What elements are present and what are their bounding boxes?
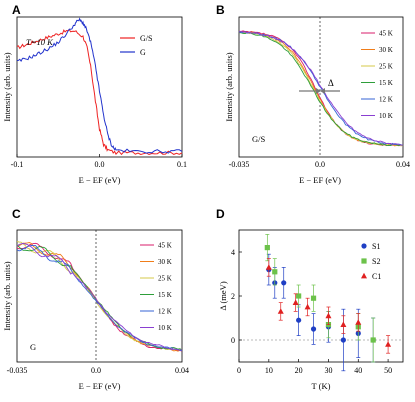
panel-a-xlabel: E − EF (eV) — [79, 175, 121, 185]
panel-c-ylabel: Intensity (arb. units) — [2, 261, 12, 330]
panel-d-c1-point — [325, 312, 332, 319]
panel-d-c1-point — [265, 264, 272, 270]
panel-d-ylabel: Δ (meV) — [218, 281, 228, 310]
panel-d-s2-point — [310, 295, 317, 301]
panel-a-legend-label-g: G — [140, 48, 146, 57]
panel-d-legend-label: C1 — [372, 272, 381, 281]
panel-c-series-line — [16, 242, 183, 351]
panel-d-c1-point — [277, 308, 284, 314]
panel-c-annotation: G — [30, 342, 36, 352]
panel-b-legend-label: 25 K — [379, 63, 393, 71]
panel-d-c1-point — [292, 299, 299, 305]
panel-label-d: D — [216, 207, 225, 221]
panel-d-xtick-label: 50 — [384, 366, 392, 375]
panel-c-xtick-3: 0.04 — [175, 366, 189, 375]
panel-a-ticks — [16, 154, 183, 157]
panel-c: 45 K 30 K 25 K 15 K 12 K 10 K G -0.035 0.0 0.… — [2, 229, 189, 391]
panel-c-lines — [16, 241, 183, 352]
panel-d-c1-point — [304, 303, 311, 310]
panel-d-legend: S1 S2 C1 — [361, 242, 381, 281]
panel-c-legend-label: 12 K — [158, 308, 172, 316]
panel-b-xtick-1: -0.035 — [229, 160, 250, 169]
panel-d-axes: 0 10 20 30 40 50 0 2 4 — [231, 248, 403, 375]
panel-d-xtick-label: 30 — [324, 366, 332, 375]
panel-c-frame — [16, 229, 183, 363]
panel-d-s2-point — [272, 269, 278, 275]
panel-b: 45 K 30 K 25 K 15 K 12 K 10 K Δ G/S -0.035 0.… — [224, 16, 410, 185]
panel-b-lines — [238, 30, 404, 147]
panel-b-legend-label: 12 K — [379, 96, 393, 104]
panel-d-xtick-label: 40 — [354, 366, 362, 375]
panel-b-legend-label: 10 K — [379, 112, 393, 120]
panel-c-legend-label: 30 K — [158, 258, 172, 266]
panel-c-legend-label: 10 K — [158, 324, 172, 332]
panel-d-s2-point — [296, 293, 302, 299]
panel-d-ytick-label: 0 — [231, 336, 235, 345]
panel-d-s2-point — [370, 337, 376, 343]
panel-d-c1-point — [385, 341, 392, 347]
panel-d-s1-point — [296, 317, 302, 323]
panel-d-xtick-label: 10 — [265, 366, 273, 375]
panel-c-xtick-1: -0.035 — [7, 366, 28, 375]
panel-d-legend-marker — [361, 243, 367, 249]
panel-d-s1-point — [281, 280, 287, 286]
panel-d-s1-point — [310, 326, 317, 332]
panel-d-c1-point — [340, 321, 347, 327]
panel-a: T=10 K G/S G -0.1 0.0 0.1 E − EF (eV) In… — [2, 16, 187, 185]
panel-d-xtick-label: 0 — [237, 366, 241, 375]
panel-b-annotation: G/S — [252, 134, 266, 144]
panel-label-a: A — [12, 3, 21, 17]
panel-d-c1-point — [355, 319, 362, 325]
panel-c-legend-label: 25 K — [158, 275, 172, 283]
panel-a-xtick-1: -0.1 — [11, 160, 24, 169]
panel-b-series-line — [238, 30, 404, 146]
panel-b-legend-label: 15 K — [379, 79, 393, 87]
panel-d-xtick-label: 20 — [295, 366, 303, 375]
panel-b-xlabel: E − EF (eV) — [299, 175, 341, 185]
panel-b-ylabel: Intensity (arb. units) — [224, 52, 234, 121]
panel-b-legend: 45 K 30 K 25 K 15 K 12 K 10 K — [361, 30, 393, 120]
panel-b-xtick-3: 0.04 — [396, 160, 410, 169]
panel-b-series-line — [238, 32, 404, 147]
panel-d-points — [264, 234, 392, 372]
panel-a-lines — [16, 17, 183, 156]
panel-d-legend-label: S2 — [372, 257, 380, 266]
panel-c-legend-label: 45 K — [158, 242, 172, 250]
panel-a-annotation: T=10 K — [26, 37, 54, 47]
panel-b-legend-label: 30 K — [379, 46, 393, 54]
panel-a-ylabel: Intensity (arb. units) — [2, 52, 12, 121]
panel-label-b: B — [216, 3, 225, 17]
panel-c-xlabel: E − EF (eV) — [79, 381, 121, 391]
panel-d-legend-marker — [361, 258, 367, 264]
panel-c-legend: 45 K 30 K 25 K 15 K 12 K 10 K — [140, 242, 172, 332]
panel-c-legend-label: 15 K — [158, 291, 172, 299]
panel-b-gap-arrows — [299, 88, 340, 94]
panel-d-s1-point — [340, 337, 346, 343]
panel-b-gap-label: Δ — [328, 78, 334, 88]
panel-a-series-g — [16, 17, 183, 154]
panel-d: 0 10 20 30 40 50 0 2 4 S1 S2 C1 T (K) Δ (meV) — [218, 229, 404, 391]
panel-d-s2-point — [264, 245, 270, 251]
panel-b-frame — [238, 16, 404, 158]
panel-d-ytick-label: 4 — [231, 248, 235, 257]
panel-d-legend-marker — [361, 272, 367, 279]
panel-a-legend-label-gs: G/S — [140, 34, 152, 43]
panel-b-xtick-2: 0.0 — [315, 160, 325, 169]
panel-a-xtick-2: 0.0 — [95, 160, 105, 169]
panel-label-c: C — [12, 207, 21, 221]
panel-d-ytick-label: 2 — [231, 292, 235, 301]
panel-b-legend-label: 45 K — [379, 30, 393, 38]
panel-c-xtick-2: 0.0 — [91, 366, 101, 375]
panel-a-xtick-3: 0.1 — [177, 160, 187, 169]
panel-d-xlabel: T (K) — [312, 381, 331, 391]
panel-d-legend-label: S1 — [372, 242, 380, 251]
